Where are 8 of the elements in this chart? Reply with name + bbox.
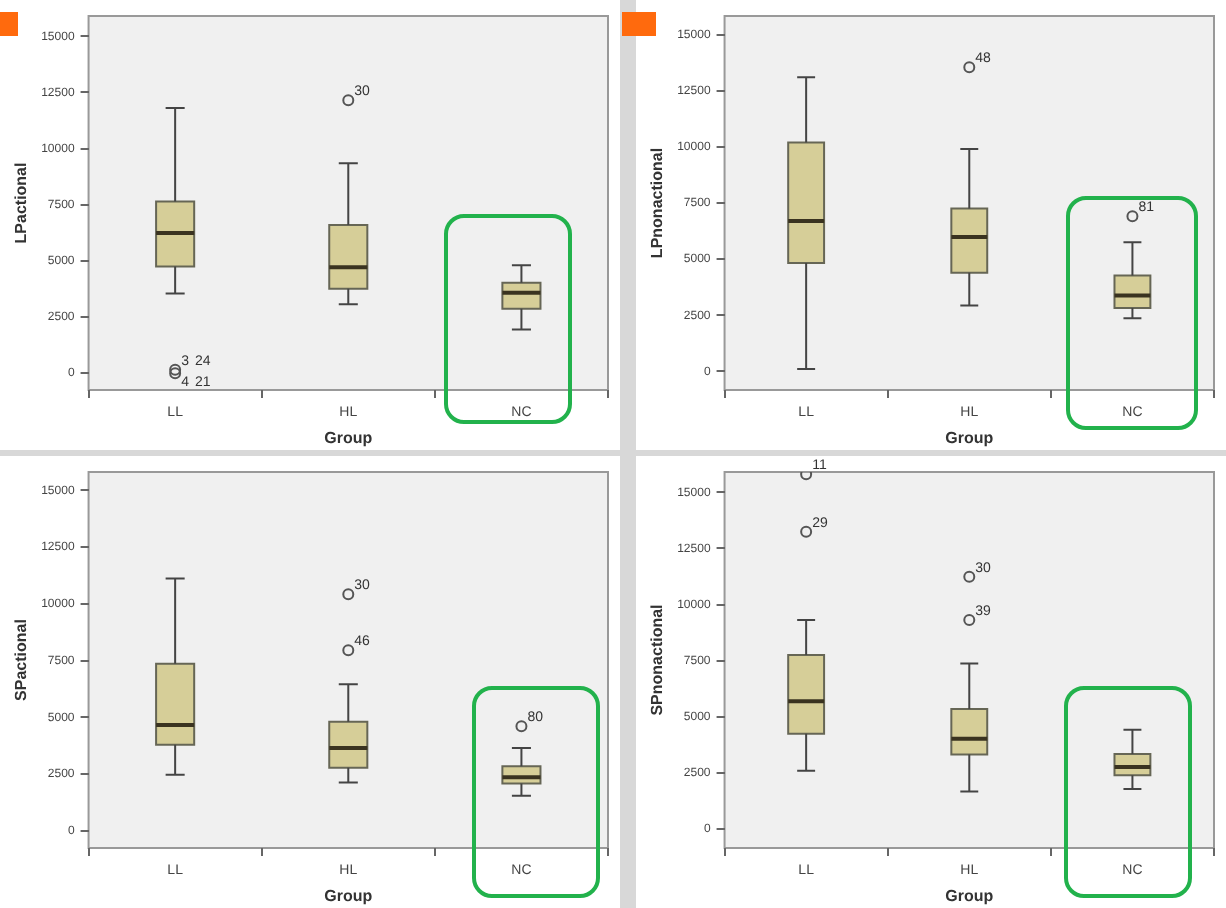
y-axis-title: SPnonactional: [648, 604, 667, 716]
y-axis-title: SPactional: [12, 619, 31, 701]
x-axis-title: Group: [945, 886, 994, 905]
x-axis-title: Group: [324, 886, 373, 905]
x-axis-title: Group: [324, 428, 373, 447]
y-axis-title: LPnonactional: [648, 147, 667, 259]
x-axis-title: Group: [945, 428, 994, 447]
y-axis-title: LPactional: [12, 162, 31, 244]
